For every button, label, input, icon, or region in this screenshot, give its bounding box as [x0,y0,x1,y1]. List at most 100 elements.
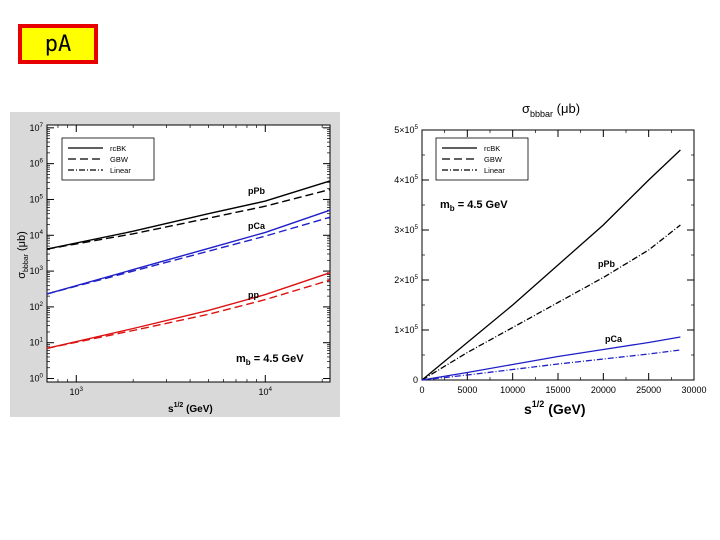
x-tick-label-text: 103 [70,386,84,397]
y-tick-label: 0 [413,375,418,385]
y-tick-label-text: 2×105 [394,274,418,285]
mass-annotation: mb = 4.5 GeV [236,353,304,367]
y-tick-label-text: 104 [29,229,43,240]
y-tick-label-base: 10 [29,230,39,240]
y-tick-label-base: 3×10 [394,225,414,235]
y-tick-label-exp: 0 [39,372,43,379]
mass-annotation-sub: b [246,358,251,367]
y-tick-label-exp: 5 [39,193,43,200]
y-tick-label: 3×105 [394,224,418,235]
slide-badge: pA [18,24,98,64]
y-tick-label: 105 [29,193,43,204]
x-tick-label-text: 104 [259,386,273,397]
y-axis-label-unit: (μb) [16,231,28,254]
x-axis-label: s1/2 (GeV) [524,399,586,417]
y-tick-label-text: 101 [29,337,43,348]
y-tick-label-exp: 3 [39,265,43,272]
chart-title-sub: bbbar [530,109,553,119]
y-tick-label-text: 4×105 [394,174,418,185]
y-tick-label-exp: 5 [414,224,418,231]
y-tick-label: 5×105 [394,124,418,135]
y-axis-label: σbbbar (μb) [16,231,30,279]
x-axis-label-base: s [524,401,532,417]
legend-label-rcBK: rcBK [110,144,126,153]
y-tick-label: 103 [29,265,43,276]
y-tick-label: 102 [29,301,43,312]
y-tick-label: 100 [29,372,43,383]
y-tick-label-exp: 2 [39,301,43,308]
x-tick-label-base: 10 [70,387,80,397]
y-tick-label-exp: 1 [39,337,43,344]
mass-annotation-base: m [440,199,450,211]
legend-label-GBW: GBW [110,155,129,164]
y-tick-label: 101 [29,337,43,348]
y-tick-label-text: 3×105 [394,224,418,235]
chart-title: σbbbar (μb) [522,101,580,119]
y-tick-label-exp: 5 [414,274,418,281]
group-label-pCa: pCa [605,334,623,344]
x-tick-label: 103 [70,386,84,397]
legend-label-Linear: Linear [484,166,505,175]
mass-annotation-rest: = 4.5 GeV [455,199,509,211]
x-tick-label-exp: 4 [269,386,273,393]
y-tick-label: 1×105 [394,324,418,335]
y-axis-label-sub: bbbar [23,253,30,272]
x-axis-label: s1/2 (GeV) [168,402,213,415]
y-tick-label-exp: 5 [414,324,418,331]
y-tick-label-base: 5×10 [394,125,414,135]
mass-annotation-rest: = 4.5 GeV [251,353,305,365]
group-label-pp: pp [248,290,259,300]
series-line-pPb-rcBK [421,149,681,381]
series-line-pp-rcBK [46,272,331,349]
y-tick-label-base: 10 [29,374,39,384]
x-tick-label: 20000 [591,385,616,395]
series-line-pPb-Linear [421,224,681,381]
x-tick-label: 5000 [457,385,477,395]
y-tick-label-text: 1×105 [394,324,418,335]
x-tick-label: 30000 [681,385,706,395]
x-tick-label: 25000 [636,385,661,395]
y-tick-label-text: 5×105 [394,124,418,135]
series-line-pp-GBW [46,279,331,349]
y-tick-label-base: 10 [29,338,39,348]
legend-label-GBW: GBW [484,155,503,164]
y-tick-label-text: 102 [29,301,43,312]
y-tick-label: 106 [29,158,43,169]
x-tick-label: 10000 [500,385,525,395]
x-axis-label-unit: (GeV) [183,404,212,415]
y-tick-label-base: 4×10 [394,175,414,185]
group-label-pPb: pPb [598,259,616,269]
legend-box [435,137,529,181]
legend-label-rcBK: rcBK [484,144,500,153]
mass-annotation-base: m [236,353,246,365]
y-tick-label-base: 10 [29,123,39,133]
y-tick-label-text: 106 [29,158,43,169]
x-axis-label-exp: 1/2 [532,399,545,409]
y-tick-label-base: 10 [29,194,39,204]
x-tick-label: 104 [259,386,273,397]
y-tick-label-exp: 6 [39,158,43,165]
series-line-pCa-rcBK [421,336,681,381]
legend-box [61,137,155,181]
y-tick-label-exp: 5 [414,124,418,131]
y-tick-label-text: 103 [29,265,43,276]
x-axis-label-unit: (GeV) [544,401,585,417]
chart-title-unit: (μb) [553,101,580,116]
y-tick-label-exp: 7 [39,122,43,129]
mass-annotation-sub: b [450,204,455,213]
y-tick-label: 104 [29,229,43,240]
y-tick-label-base: 2×10 [394,275,414,285]
y-tick-label-text: 105 [29,193,43,204]
x-tick-label-base: 10 [259,387,269,397]
y-tick-label-text: 100 [29,372,43,383]
y-tick-label-exp: 4 [39,229,43,236]
series-line-pCa-Linear [421,349,681,381]
series-line-pPb-rcBK [46,180,331,250]
y-tick-label: 2×105 [394,274,418,285]
group-label-pPb: pPb [248,186,266,196]
y-tick-label-base: 10 [29,266,39,276]
x-axis-label-exp: 1/2 [174,402,184,409]
x-tick-label: 0 [419,385,424,395]
x-tick-label-exp: 3 [80,386,84,393]
